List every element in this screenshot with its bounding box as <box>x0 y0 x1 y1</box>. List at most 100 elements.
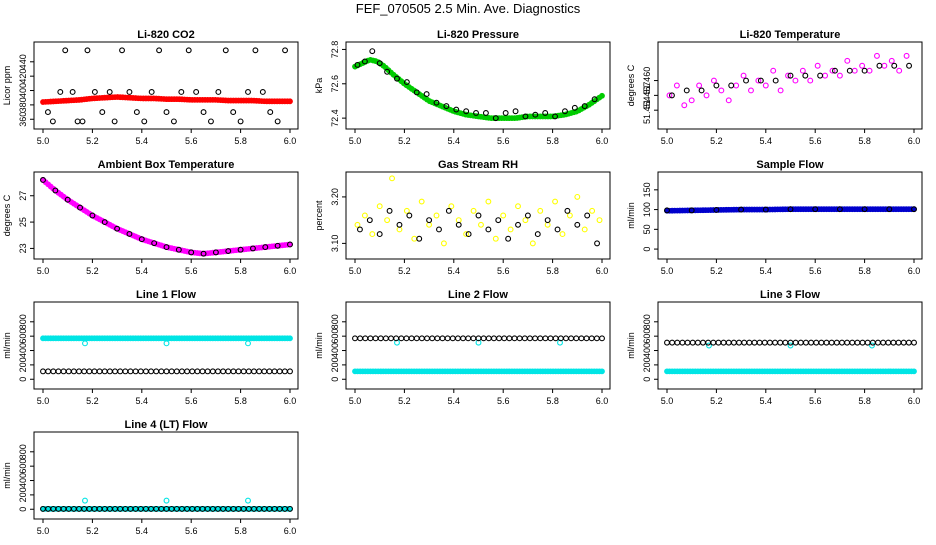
data-point <box>366 217 373 224</box>
data-point <box>681 102 688 109</box>
data-point <box>376 231 383 238</box>
data-point <box>515 203 521 210</box>
data-point <box>591 96 598 103</box>
data-point <box>718 87 725 94</box>
plot-frame <box>33 301 299 390</box>
series-fine <box>40 94 293 105</box>
data-point <box>230 109 237 116</box>
data-point <box>367 335 374 342</box>
data-point <box>903 52 910 59</box>
data-point <box>168 368 175 375</box>
data-point <box>762 206 769 213</box>
x-tick-label: 5.4 <box>136 526 149 536</box>
series-average <box>668 62 913 99</box>
data-point <box>262 244 269 251</box>
data-point <box>684 339 691 346</box>
data-point <box>740 72 747 79</box>
data-point <box>696 82 703 89</box>
data-point <box>507 226 514 233</box>
data-point <box>259 89 266 95</box>
data-point <box>418 335 425 342</box>
data-point <box>755 77 762 84</box>
x-tick-label: 5.8 <box>234 526 247 536</box>
y-tick-label: 0 <box>642 377 652 382</box>
data-point <box>449 335 456 342</box>
panel-4: Ambient Box Temperature degrees C 5.0 5.2 5.… <box>2 159 299 276</box>
data-point <box>408 335 415 342</box>
x-tick-label: 5.0 <box>37 136 50 146</box>
data-point <box>891 62 898 69</box>
data-point <box>833 339 840 346</box>
data-point <box>599 368 605 375</box>
x-tick-label: 5.6 <box>497 266 510 276</box>
y-tick-label: 380 <box>18 97 28 112</box>
data-point <box>552 113 559 120</box>
data-point <box>537 207 544 214</box>
data-point <box>361 58 368 65</box>
data-point <box>829 67 836 74</box>
data-point <box>485 335 492 342</box>
series-fine <box>666 52 910 109</box>
data-point <box>151 240 158 247</box>
data-point <box>911 206 917 213</box>
data-point <box>751 339 758 346</box>
data-point <box>287 98 293 105</box>
data-point <box>688 97 695 104</box>
y-tick-label: 440 <box>18 54 28 69</box>
data-point <box>276 368 283 375</box>
data-point <box>443 103 450 110</box>
data-point <box>200 250 207 257</box>
outlier-point <box>869 342 875 349</box>
data-point <box>126 89 133 95</box>
data-point <box>554 226 561 233</box>
data-point <box>485 198 492 205</box>
data-point <box>64 196 71 203</box>
y-tick-label: 400 <box>330 343 340 358</box>
data-point <box>189 368 196 375</box>
data-point <box>440 240 447 247</box>
data-point <box>799 67 806 74</box>
data-point <box>547 335 554 342</box>
data-point <box>384 217 391 224</box>
data-point <box>448 203 455 210</box>
data-point <box>846 67 853 74</box>
y-tick-label: 50 <box>642 224 652 234</box>
series-fine <box>352 339 605 375</box>
data-point <box>777 87 784 94</box>
data-point <box>386 207 393 214</box>
data-point <box>475 212 482 219</box>
data-point <box>864 339 871 346</box>
data-point <box>148 89 155 95</box>
y-tick-label: 100 <box>642 202 652 217</box>
data-point <box>271 368 278 375</box>
x-tick-label: 5.4 <box>136 136 149 146</box>
data-point <box>589 207 596 214</box>
y-axis-label: percent <box>314 200 324 231</box>
y-tick-label: 3.20 <box>330 188 340 206</box>
x-tick-label: 5.2 <box>710 396 723 406</box>
data-point <box>274 242 281 249</box>
x-tick-label: 6.0 <box>908 396 921 406</box>
data-point <box>465 335 472 342</box>
data-point <box>544 221 551 228</box>
data-point <box>418 198 425 205</box>
data-point <box>357 335 364 342</box>
data-point <box>713 82 720 89</box>
data-point <box>836 72 843 79</box>
data-point <box>413 89 420 96</box>
data-point <box>70 368 77 375</box>
data-point <box>777 339 784 346</box>
data-point <box>511 335 518 342</box>
data-point <box>204 368 211 375</box>
figure-title: FEF_070505 2.5 Min. Ave. Diagnostics <box>355 1 581 16</box>
data-point <box>808 339 815 346</box>
data-point <box>413 335 420 342</box>
series-average <box>40 177 293 257</box>
data-point <box>158 368 165 375</box>
y-tick-label: 420 <box>18 69 28 84</box>
panel-title: Line 1 Flow <box>136 289 196 301</box>
data-point <box>521 335 528 342</box>
y-tick-label: 800 <box>642 314 652 329</box>
data-point <box>470 207 477 214</box>
data-point <box>188 249 195 256</box>
